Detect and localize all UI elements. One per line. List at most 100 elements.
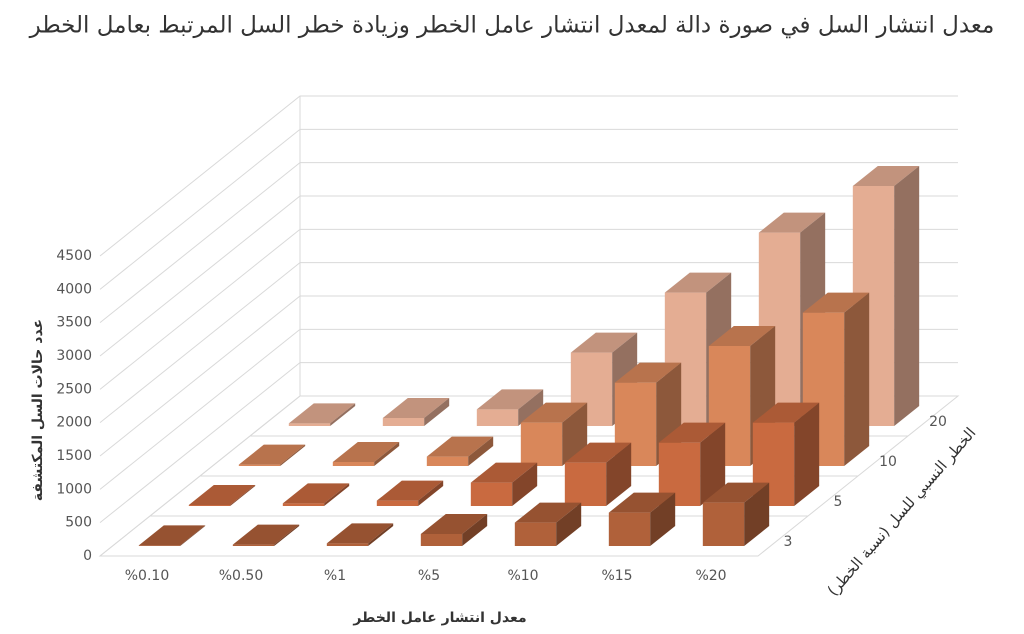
bar-top [382,398,450,418]
x-tick-label: %20 [695,568,726,584]
bar-top [376,480,444,501]
bar-top [608,492,676,513]
bar-side [556,502,582,546]
bar [288,403,356,426]
bar [232,524,300,546]
bar-front [564,462,607,506]
bar-top [852,166,920,186]
chart-title: معدل انتشار السل في صورة دالة لمعدل انتش… [29,13,995,39]
bar-top [752,402,820,423]
bar-front [232,544,275,546]
bar-front [520,422,563,466]
y-tick-label: 2000 [56,415,92,431]
grid-line [99,95,958,257]
bar [376,480,444,506]
bar-side [700,422,726,506]
bar [332,442,400,466]
bar-top [664,272,732,293]
bar-front [326,543,369,546]
bar-side [324,483,350,506]
z-tick-label: 5 [834,494,843,510]
bar-top [188,485,256,505]
y-tick-label: 0 [83,548,92,564]
bar-top [614,362,682,383]
x-tick-label: %15 [601,568,632,584]
bar-front [332,462,375,466]
bar [238,444,306,466]
y-tick-label: 4500 [56,248,92,264]
bar [608,492,676,546]
bar-front [608,512,651,546]
bar-side [230,485,256,506]
bar-top [570,332,638,353]
bar-top [514,502,582,523]
y-tick-label: 500 [65,515,92,531]
bar-top [564,442,632,463]
x-tick-label: %10 [507,568,538,584]
bar [138,525,206,546]
y-tick-label: 1500 [56,448,92,464]
bar-side [274,524,300,546]
bar-side [468,436,494,466]
bar-front [514,522,557,546]
bar-side [462,514,488,546]
bar-front [288,423,331,426]
bar-top [282,483,350,504]
bar [426,436,494,466]
bar [420,514,488,546]
bar [476,389,544,426]
bar-side [512,462,538,506]
bar-front [470,482,513,506]
bar-side [606,442,632,506]
bar-top [708,326,776,346]
bar [382,398,450,426]
bar-top [420,514,488,534]
bar-side [280,444,306,466]
bar-side [894,166,920,426]
bar-top [476,389,544,410]
bar-top [238,444,306,465]
bar-front [658,442,701,506]
bar [658,422,726,506]
bar-front [382,418,425,426]
bar-top [758,212,826,233]
y-tick-label: 1000 [56,481,92,497]
bar-side [844,292,870,466]
bar-top [658,422,726,443]
bar-side [744,482,770,546]
y-tick-label: 2500 [56,381,92,397]
bar [282,483,350,506]
bar-side [424,398,450,426]
bar-side [794,402,820,506]
bar-front [420,534,463,546]
bar-side [330,403,356,426]
bar-top [802,292,870,313]
bar-front [188,505,231,506]
bar-top [520,402,588,423]
bar-top [288,403,356,424]
bar [702,482,770,546]
bar-side [374,442,400,466]
z-tick-label: 20 [929,414,947,430]
bar-top [332,442,400,462]
y-tick-label: 3000 [56,348,92,364]
bar-top [138,525,206,546]
y-tick-label: 3500 [56,315,92,331]
z-tick-label: 10 [879,454,897,470]
bar-front [476,409,519,426]
y-tick-label: 4000 [56,281,92,297]
bar-front [376,500,419,506]
bar-front [426,456,469,466]
x-tick-label: %5 [418,568,440,584]
bar-top [470,462,538,483]
bar [514,502,582,546]
bar-top [426,436,494,457]
bar [326,523,394,546]
z-tick-label: 3 [784,534,793,550]
y-axis-label: عدد حالات السل المكتشفة [30,319,46,501]
bar-front [238,464,281,466]
bar-side [180,525,206,546]
bar-side [368,523,394,546]
